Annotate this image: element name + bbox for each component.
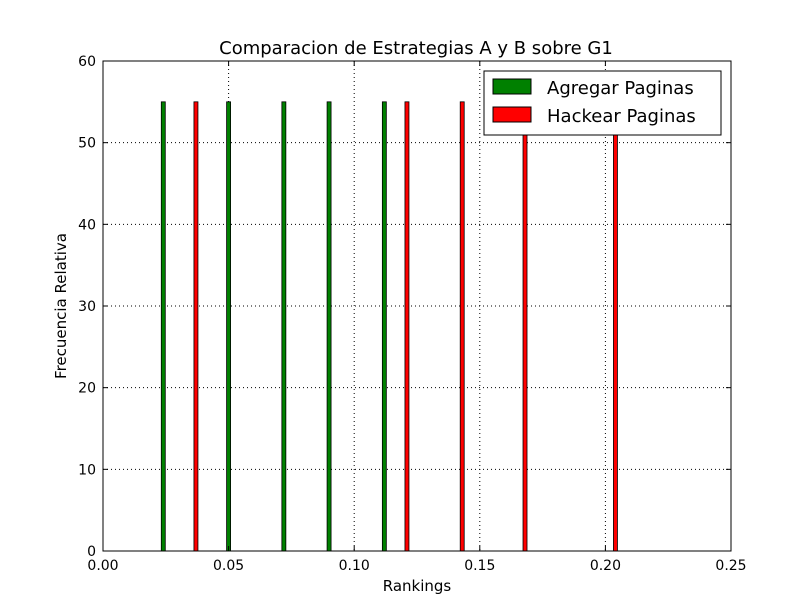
y-tick-label: 10 — [78, 462, 96, 478]
x-tick-label: 0.00 — [87, 558, 118, 574]
legend-swatch — [492, 106, 532, 123]
y-tick-label: 50 — [78, 136, 96, 152]
ticks: 0.00 0.05 0.10 0.15 0.20 0.25 0 10 20 30 40 50 60 — [78, 54, 746, 574]
x-axis-label: Rankings — [383, 577, 452, 595]
y-tick-label: 60 — [78, 54, 96, 70]
legend-label: Agregar Paginas — [547, 78, 694, 99]
x-tick-label: 0.15 — [464, 558, 495, 574]
y-tick-label: 20 — [78, 381, 96, 397]
legend-swatch — [492, 78, 532, 95]
bar — [459, 101, 465, 552]
bar — [404, 101, 410, 552]
y-tick-label: 30 — [78, 299, 96, 315]
bar — [381, 101, 387, 552]
x-tick-label: 0.20 — [590, 558, 621, 574]
x-tick-label: 0.10 — [339, 558, 370, 574]
bar — [281, 101, 287, 552]
chart-title: Comparacion de Estrategias A y B sobre G… — [219, 38, 613, 59]
bar — [613, 101, 618, 552]
x-tick-label: 0.05 — [213, 558, 244, 574]
y-tick-label: 40 — [78, 217, 96, 233]
bar — [193, 101, 199, 552]
bar — [226, 101, 232, 552]
y-axis-label: Frecuencia Relativa — [52, 233, 70, 379]
bar — [160, 101, 166, 552]
bar — [326, 101, 332, 552]
x-tick-label: 0.25 — [715, 558, 746, 574]
y-tick-label: 0 — [87, 544, 96, 560]
legend: Agregar Paginas Hackear Paginas — [483, 70, 722, 136]
legend-label: Hackear Paginas — [547, 106, 696, 127]
bar — [522, 101, 528, 552]
